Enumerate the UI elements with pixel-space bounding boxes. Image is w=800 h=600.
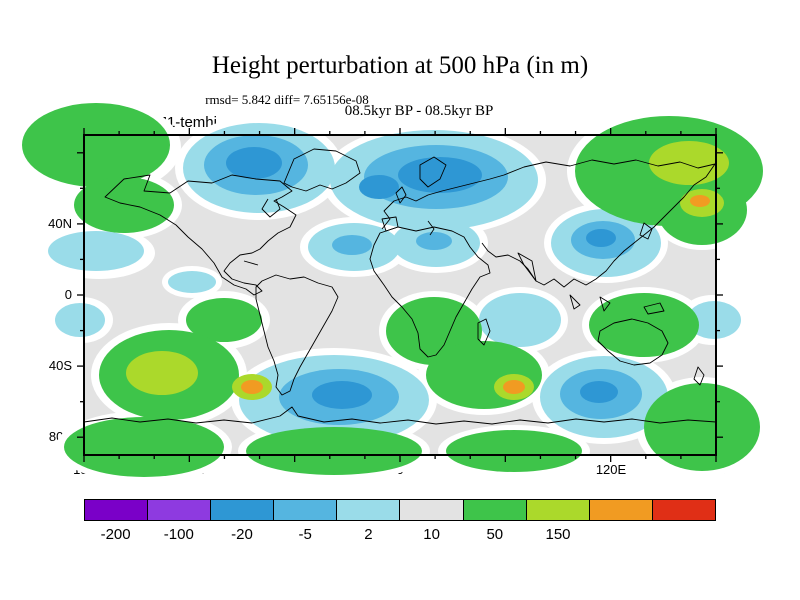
colorbar-segment <box>525 500 589 520</box>
colorbar-tick-label: 10 <box>423 526 440 543</box>
coastlines <box>83 148 717 425</box>
lat-tick-label: 0 <box>64 287 72 302</box>
colorbar-tick-label: -200 <box>100 526 131 543</box>
stats-line: rmsd= 5.842 diff= 7.65156e-08 <box>205 92 369 107</box>
anomaly-positive-fills <box>22 103 763 477</box>
lat-tick-label: 40S <box>48 358 72 373</box>
colorbar: -200 -100 -20 -5 2 10 50 150 <box>84 499 716 543</box>
plot-title: Height perturbation at 500 hPa (in m) <box>211 52 589 79</box>
colorbar-tick-label: -100 <box>163 526 194 543</box>
colorbar-segment <box>462 500 526 520</box>
colorbar-tick-label <box>590 526 653 543</box>
colorbar-labels: -200 -100 -20 -5 2 10 50 150 <box>84 526 716 543</box>
colorbar-segment <box>147 500 211 520</box>
colorbar-tick-label: -20 <box>231 526 253 543</box>
colorbar-segments <box>84 499 716 521</box>
colorbar-segment <box>210 500 274 520</box>
map-frame <box>83 134 717 456</box>
colorbar-segment <box>85 500 148 520</box>
colorbar-segment <box>399 500 463 520</box>
colorbar-tick-label: 50 <box>486 526 504 543</box>
comparison-line: 08.5kyr BP - 08.5kyr BP <box>344 103 494 119</box>
colorbar-tick-label: -5 <box>298 526 312 543</box>
colorbar-segment <box>651 500 715 520</box>
map-panel <box>17 99 771 483</box>
colorbar-segment <box>273 500 337 520</box>
lon-tick-label: 120E <box>595 462 627 477</box>
colorbar-tick-label: 2 <box>364 526 373 543</box>
colorbar-segment <box>336 500 400 520</box>
colorbar-tick-label <box>653 526 716 543</box>
colorbar-segment <box>588 500 652 520</box>
colorbar-tick-label: 150 <box>545 526 571 543</box>
anomaly-negative-fills <box>48 123 741 445</box>
lat-tick-label: 40N <box>48 216 72 231</box>
world-map-svg <box>17 99 771 483</box>
